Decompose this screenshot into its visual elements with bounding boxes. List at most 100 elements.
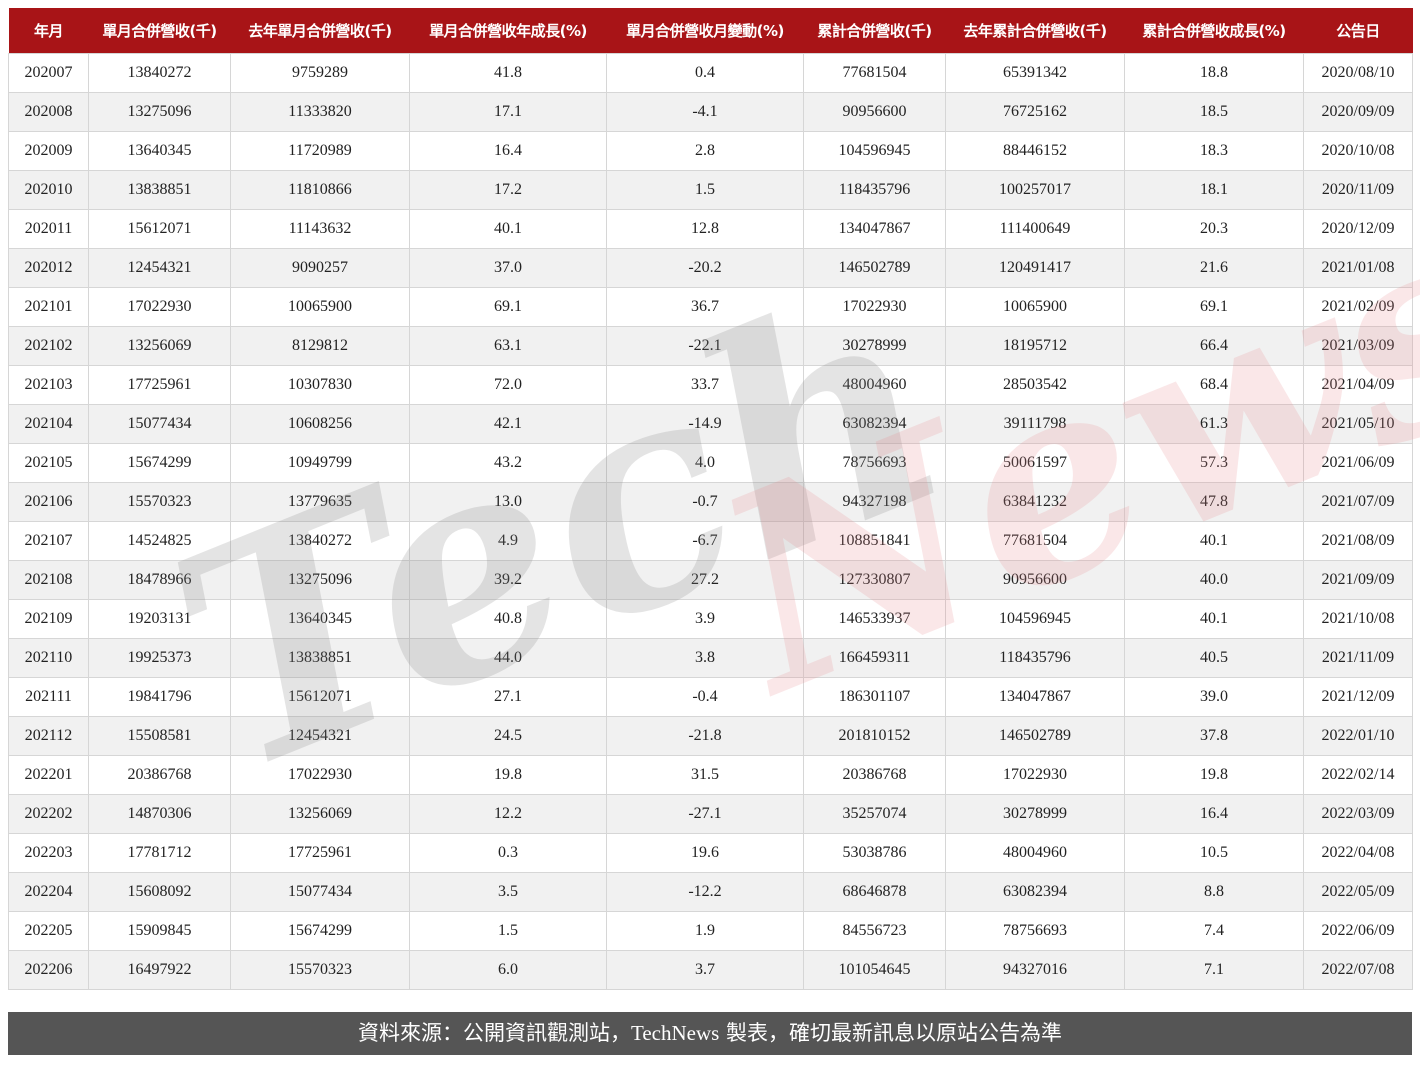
table-body: 202007 13840272 9759289 41.8 0.4 77681504 6539…: [8, 53, 1413, 990]
table-row: 202010 13838851 11810866 17.2 1.5 118435796 10…: [8, 170, 1413, 210]
table-cell: 69.1: [1124, 287, 1304, 327]
table-cell: 12454321: [230, 716, 410, 756]
table-cell: 12.8: [606, 209, 804, 249]
table-cell: 31.5: [606, 755, 804, 795]
table-cell: 39.2: [409, 560, 607, 600]
table-cell: 17781712: [88, 833, 231, 873]
footer-brand: TechNews: [630, 1021, 720, 1045]
table-cell: 18.1: [1124, 170, 1304, 210]
table-row: 202111 19841796 15612071 27.1 -0.4 186301107 1…: [8, 677, 1413, 717]
table-cell: 16.4: [409, 131, 607, 171]
table-cell: 4.0: [606, 443, 804, 483]
table-cell: 3.9: [606, 599, 804, 639]
table-cell: 1.5: [606, 170, 804, 210]
table-cell: 18478966: [88, 560, 231, 600]
table-cell: 2022/04/08: [1303, 833, 1413, 873]
table-cell: 18195712: [945, 326, 1125, 366]
table-cell: 17022930: [803, 287, 946, 327]
table-cell: 1.9: [606, 911, 804, 951]
table-cell: 202202: [8, 794, 89, 834]
table-cell: 27.1: [409, 677, 607, 717]
table-cell: 202105: [8, 443, 89, 483]
table-cell: 19841796: [88, 677, 231, 717]
table-cell: 100257017: [945, 170, 1125, 210]
table-cell: 28503542: [945, 365, 1125, 405]
table-row: 202107 14524825 13840272 4.9 -6.7 108851841 77…: [8, 521, 1413, 561]
table-cell: -6.7: [606, 521, 804, 561]
table-cell: 88446152: [945, 131, 1125, 171]
table-row: 202101 17022930 10065900 69.1 36.7 17022930 10…: [8, 287, 1413, 327]
table-cell: 2021/05/10: [1303, 404, 1413, 444]
table-cell: 20.3: [1124, 209, 1304, 249]
table-cell: 202203: [8, 833, 89, 873]
table-cell: 2020/11/09: [1303, 170, 1413, 210]
table-cell: 202205: [8, 911, 89, 951]
table-cell: 65391342: [945, 53, 1125, 93]
table-cell: 13256069: [88, 326, 231, 366]
table-cell: 11143632: [230, 209, 410, 249]
table-cell: 16.4: [1124, 794, 1304, 834]
table-row: 202112 15508581 12454321 24.5 -21.8 201810152…: [8, 716, 1413, 756]
table-cell: 111400649: [945, 209, 1125, 249]
table-cell: 39.0: [1124, 677, 1304, 717]
table-cell: 202106: [8, 482, 89, 522]
table-cell: 94327016: [945, 950, 1125, 990]
table-cell: 2022/02/14: [1303, 755, 1413, 795]
table-cell: -27.1: [606, 794, 804, 834]
table-cell: -21.8: [606, 716, 804, 756]
table-cell: 2022/05/09: [1303, 872, 1413, 912]
table-row: 202102 13256069 8129812 63.1 -22.1 30278999 18…: [8, 326, 1413, 366]
table-cell: 15909845: [88, 911, 231, 951]
table-cell: 47.8: [1124, 482, 1304, 522]
table-row: 202009 13640345 11720989 16.4 2.8 104596945 88…: [8, 131, 1413, 171]
table-cell: 15612071: [230, 677, 410, 717]
table-cell: 3.5: [409, 872, 607, 912]
table-cell: 202204: [8, 872, 89, 912]
table-cell: 2021/01/08: [1303, 248, 1413, 288]
table-cell: 2022/07/08: [1303, 950, 1413, 990]
table-cell: 201810152: [803, 716, 946, 756]
table-row: 202012 12454321 9090257 37.0 -20.2 146502789 1…: [8, 248, 1413, 288]
table-cell: 48004960: [945, 833, 1125, 873]
table-cell: 15674299: [230, 911, 410, 951]
table-cell: 18.5: [1124, 92, 1304, 132]
table-cell: 14870306: [88, 794, 231, 834]
table-cell: 3.8: [606, 638, 804, 678]
table-row: 202007 13840272 9759289 41.8 0.4 77681504 6539…: [8, 53, 1413, 93]
table-cell: 18.8: [1124, 53, 1304, 93]
table-cell: 2020/10/08: [1303, 131, 1413, 171]
table-cell: 104596945: [803, 131, 946, 171]
table-cell: 17725961: [88, 365, 231, 405]
table-cell: 35257074: [803, 794, 946, 834]
table-cell: 78756693: [803, 443, 946, 483]
table-cell: 40.0: [1124, 560, 1304, 600]
table-cell: 146533937: [803, 599, 946, 639]
table-cell: 15077434: [88, 404, 231, 444]
table-cell: 4.9: [409, 521, 607, 561]
table-cell: 40.5: [1124, 638, 1304, 678]
table-cell: 39111798: [945, 404, 1125, 444]
table-cell: 76725162: [945, 92, 1125, 132]
table-row: 202203 17781712 17725961 0.3 19.6 53038786 480…: [8, 833, 1413, 873]
table-cell: 36.7: [606, 287, 804, 327]
table-cell: 30278999: [945, 794, 1125, 834]
table-cell: 27.2: [606, 560, 804, 600]
column-header: 去年單月合併營收(千): [230, 8, 410, 54]
table-row: 202204 15608092 15077434 3.5 -12.2 68646878 63…: [8, 872, 1413, 912]
table-cell: 13640345: [230, 599, 410, 639]
table-cell: 118435796: [803, 170, 946, 210]
table-cell: -0.7: [606, 482, 804, 522]
table-cell: 134047867: [803, 209, 946, 249]
table-cell: 94327198: [803, 482, 946, 522]
table-cell: 15608092: [88, 872, 231, 912]
table-cell: 43.2: [409, 443, 607, 483]
table-cell: 40.1: [409, 209, 607, 249]
table-row: 202008 13275096 11333820 17.1 -4.1 90956600 76…: [8, 92, 1413, 132]
table-cell: 84556723: [803, 911, 946, 951]
table-cell: 63082394: [803, 404, 946, 444]
table-cell: -20.2: [606, 248, 804, 288]
table-cell: 15508581: [88, 716, 231, 756]
table-cell: 202104: [8, 404, 89, 444]
table-cell: 12454321: [88, 248, 231, 288]
table-cell: 202112: [8, 716, 89, 756]
